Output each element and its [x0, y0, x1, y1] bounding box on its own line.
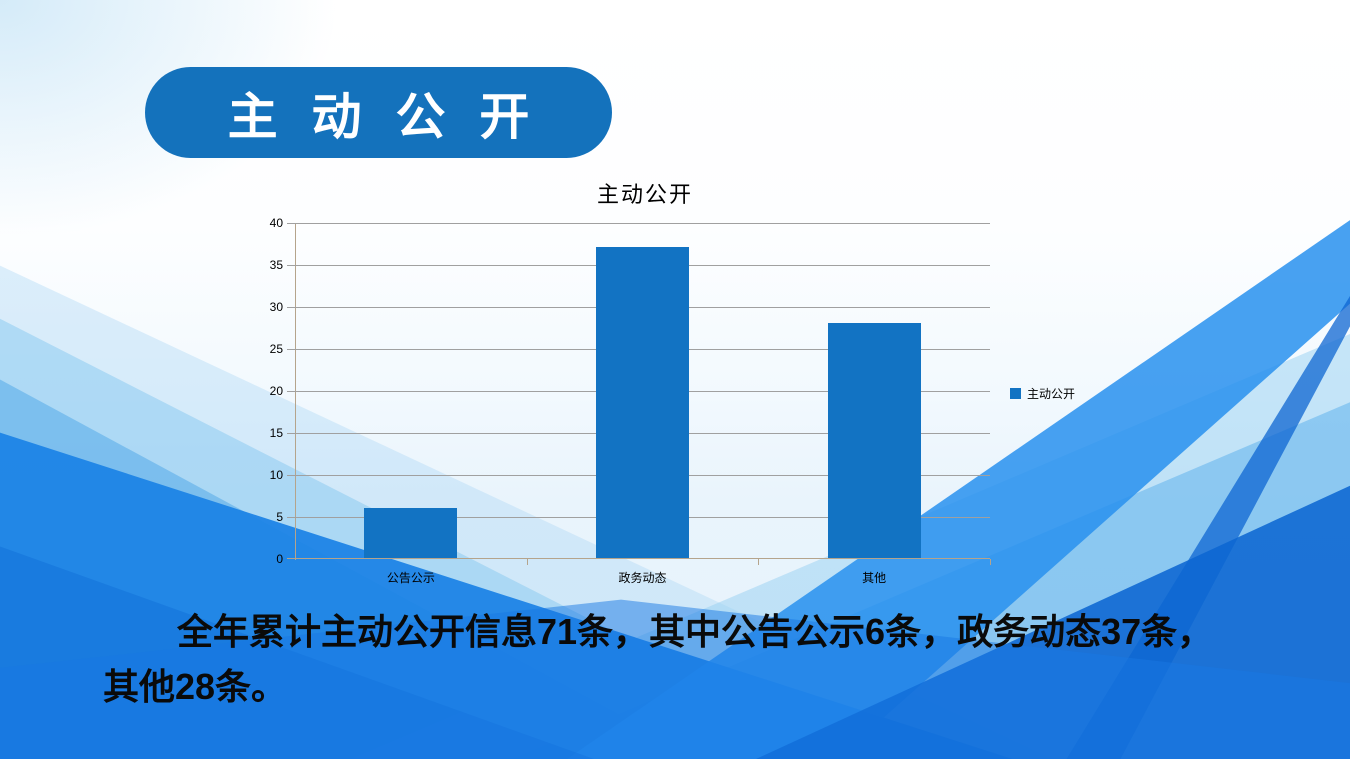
legend-swatch	[1010, 388, 1021, 399]
bar-其他	[827, 322, 921, 558]
summary-line: 全年累计主动公开信息71条，其中公告公示6条，政务动态37条，	[177, 611, 1214, 652]
summary-line: 其他28条。	[103, 666, 288, 707]
y-axis-tick-label: 40	[269, 216, 283, 230]
x-axis-category-label: 政务动态	[618, 571, 667, 585]
x-axis-tick	[526, 559, 528, 565]
x-axis-category-label: 其他	[862, 571, 887, 585]
x-axis-tick	[758, 559, 760, 565]
bar-公告公示	[364, 507, 458, 558]
y-axis-tick-label: 5	[276, 510, 283, 524]
y-axis-tick-label: 35	[269, 258, 283, 272]
x-axis-tick	[990, 559, 991, 565]
x-axis-line	[287, 558, 990, 559]
section-title-label: 主 动 公 开	[227, 88, 540, 145]
bar-chart: 主动公开 0 5 10 15 20 25 30 35 40 公告公示 政务动态 其他 主动公开	[270, 173, 1095, 593]
section-title-pill: 主 动 公 开	[145, 67, 612, 158]
y-axis-tick-label: 10	[269, 468, 283, 482]
y-axis-tick-label: 0	[276, 552, 283, 566]
gridline	[287, 223, 990, 224]
legend-label: 主动公开	[1027, 387, 1076, 401]
y-axis-tick-label: 20	[269, 384, 283, 398]
summary-paragraph: 全年累计主动公开信息71条，其中公告公示6条，政务动态37条， 其他28条。	[103, 604, 1263, 714]
y-axis-tick-label: 15	[269, 426, 283, 440]
chart-legend: 主动公开	[1010, 385, 1075, 402]
chart-title: 主动公开	[596, 182, 693, 207]
x-axis-category-label: 公告公示	[386, 571, 435, 585]
bar-政务动态	[596, 247, 689, 558]
chart-plot-area: 0 5 10 15 20 25 30 35 40 公告公示 政务动态 其他	[270, 216, 991, 585]
y-axis-tick-label: 25	[269, 342, 283, 356]
y-axis-tick-label: 30	[269, 300, 283, 314]
